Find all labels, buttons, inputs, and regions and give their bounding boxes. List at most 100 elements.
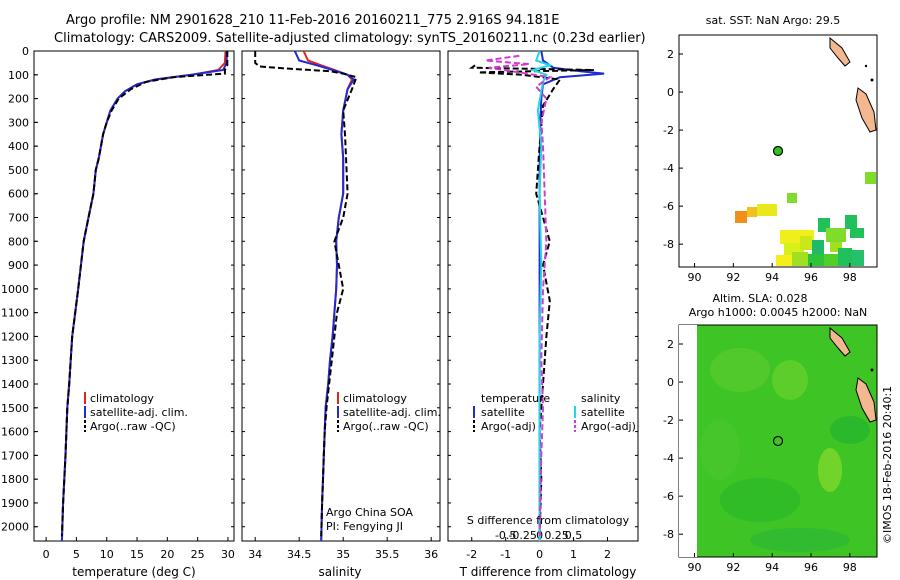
salinity-axes-frame bbox=[241, 50, 441, 542]
map-x-tick-label: 98 bbox=[843, 271, 857, 284]
depth-tick-label: 300 bbox=[8, 116, 29, 129]
legend-climatology: climatology bbox=[90, 392, 154, 405]
sla-map-axes: 90 92 94 96 98 2 0 -2 -4 -6 -8 bbox=[663, 338, 857, 574]
x-tick-label: 34 bbox=[248, 548, 262, 561]
map-y-tick-label: -8 bbox=[663, 528, 674, 541]
legend-satellite: satellite-adj. clim. bbox=[90, 406, 188, 419]
sst-pixel bbox=[824, 254, 838, 266]
depth-tick-label: 900 bbox=[8, 259, 29, 272]
s-tick-label: -0.25 bbox=[508, 529, 536, 542]
map-y-tick-label: -2 bbox=[663, 414, 674, 427]
x-tick-label: 15 bbox=[130, 548, 144, 561]
sst-map-title: sat. SST: NaN Argo: 29.5 bbox=[706, 14, 840, 27]
sst-pixels bbox=[735, 172, 876, 266]
x-tick-label: -1 bbox=[500, 548, 511, 561]
map-x-tick-label: 94 bbox=[765, 271, 779, 284]
sst-pixel bbox=[845, 215, 857, 229]
series-line bbox=[60, 50, 227, 542]
credit-text: ©IMOS 18-Feb-2016 20:40:16 bbox=[881, 386, 894, 544]
sst-pixel bbox=[826, 228, 846, 242]
map-x-tick-label: 96 bbox=[804, 271, 818, 284]
x-tick-label: 0 bbox=[43, 548, 50, 561]
map-x-tick-label: 90 bbox=[688, 271, 702, 284]
sst-pixel bbox=[808, 254, 824, 266]
depth-tick-label: 1900 bbox=[1, 497, 29, 510]
series-line bbox=[254, 51, 358, 537]
sst-pixel bbox=[838, 248, 852, 266]
depth-tick-label: 1000 bbox=[1, 283, 29, 296]
depth-tick-label: 600 bbox=[8, 188, 29, 201]
map-x-tick-label: 90 bbox=[688, 561, 702, 574]
sst-pixel bbox=[787, 193, 797, 203]
x-tick-label: 35.5 bbox=[375, 548, 400, 561]
difference-x-axis: -2 -1 0 1 2 bbox=[448, 50, 638, 561]
sumatra-coast bbox=[855, 377, 877, 423]
salinity-xlabel: salinity bbox=[318, 565, 361, 579]
sla-land bbox=[829, 326, 877, 423]
sla-field bbox=[679, 325, 870, 557]
sla-blob bbox=[830, 416, 870, 444]
x-tick-label: 0 bbox=[536, 548, 543, 561]
x-tick-label: 36 bbox=[424, 548, 438, 561]
sla-blob bbox=[750, 528, 850, 552]
x-tick-label: 1 bbox=[570, 548, 577, 561]
legend-climatology: climatology bbox=[343, 392, 407, 405]
depth-tick-label: 700 bbox=[8, 212, 29, 225]
depth-tick-label: 1200 bbox=[1, 330, 29, 343]
title-line-1: Argo profile: NM 2901628_210 11-Feb-2016… bbox=[66, 13, 559, 28]
legend-argo: Argo(..raw -QC) bbox=[90, 420, 176, 433]
map-x-tick-label: 92 bbox=[726, 271, 740, 284]
salinity-series bbox=[254, 50, 358, 542]
island bbox=[870, 78, 874, 82]
map-y-tick-label: -8 bbox=[663, 238, 674, 251]
difference-s-axis: -0.5-0.25 0 0.250.5 bbox=[495, 529, 582, 542]
map-y-tick-label: -4 bbox=[663, 452, 674, 465]
depth-tick-label: 1800 bbox=[1, 473, 29, 486]
island bbox=[870, 368, 874, 372]
sla-map-title-1: Altim. SLA: 0.028 bbox=[712, 292, 807, 305]
sst-pixel bbox=[747, 207, 757, 217]
depth-tick-label: 1100 bbox=[1, 307, 29, 320]
depth-tick-label: 500 bbox=[8, 164, 29, 177]
sst-pixel bbox=[757, 204, 777, 216]
map-y-tick-label: 0 bbox=[667, 86, 674, 99]
difference-series bbox=[468, 50, 605, 541]
sla-map: Altim. SLA: 0.028 Argo h1000: 0.0045 h20… bbox=[663, 292, 878, 574]
temperature-series bbox=[60, 50, 229, 542]
series-line bbox=[293, 50, 356, 542]
x-tick-label: 2 bbox=[604, 548, 611, 561]
temperature-legend: climatology satellite-adj. clim. Argo(..… bbox=[84, 392, 188, 433]
s-tick-label: 0.5 bbox=[565, 529, 583, 542]
map-y-tick-label: 2 bbox=[667, 338, 674, 351]
legend-s-satellite: satellite bbox=[581, 406, 625, 419]
sla-blob bbox=[710, 348, 770, 392]
sst-pixel bbox=[735, 211, 747, 223]
difference-t-label: T difference from climatology bbox=[459, 565, 637, 579]
temperature-axes-frame bbox=[33, 50, 235, 542]
map-x-tick-label: 96 bbox=[804, 561, 818, 574]
legend-satellite: satellite-adj. clim. bbox=[343, 406, 441, 419]
sst-pixel bbox=[776, 255, 792, 266]
sst-pixel bbox=[830, 242, 842, 252]
series-line bbox=[60, 51, 228, 542]
legend-argo: Argo(..raw -QC) bbox=[343, 420, 429, 433]
s-tick-label: 0.25 bbox=[544, 529, 569, 542]
depth-tick-label: 100 bbox=[8, 69, 29, 82]
title-line-2: Climatology: CARS2009. Satellite-adjuste… bbox=[54, 31, 646, 46]
difference-axes-frame bbox=[447, 50, 639, 542]
sumatra-coast bbox=[829, 326, 851, 357]
sst-map: sat. SST: NaN Argo: 29.5 bbox=[663, 14, 878, 284]
series-line bbox=[60, 51, 229, 537]
depth-tick-label: 1300 bbox=[1, 354, 29, 367]
sst-pixel bbox=[865, 172, 876, 184]
depth-tick-label: 1600 bbox=[1, 426, 29, 439]
sst-pixel bbox=[852, 250, 864, 266]
salinity-panel: 34 34.5 35 35.5 36 salinity climatology sate… bbox=[241, 50, 441, 579]
x-tick-label: 5 bbox=[73, 548, 80, 561]
depth-tick-label: 1700 bbox=[1, 449, 29, 462]
argo-position-marker bbox=[772, 145, 784, 157]
sla-blob bbox=[720, 478, 800, 522]
sumatra-coast bbox=[829, 36, 851, 67]
sla-blob bbox=[700, 420, 740, 480]
